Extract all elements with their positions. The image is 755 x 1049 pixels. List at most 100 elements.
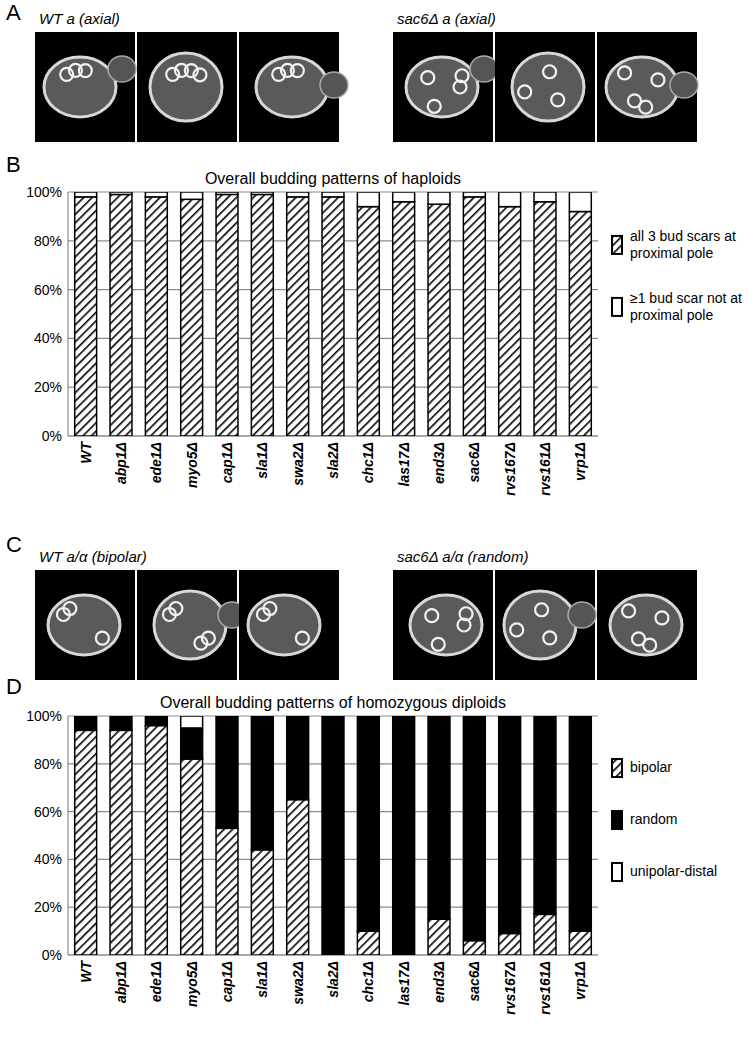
bud-scar [655,611,668,624]
bud [470,56,498,82]
legend-label: bipolar [630,759,672,775]
x-tick-label: abp1Δ [113,961,129,1003]
bar-segment [569,716,591,717]
bud-scar [518,85,531,98]
bar-segment [428,716,450,919]
bar-segment [216,716,238,717]
x-tick-label: las17Δ [396,442,412,486]
y-tick-label: 80% [34,756,62,772]
y-tick-label: 0% [42,947,62,963]
legend-label: all 3 bud scars atproximal pole [630,228,736,261]
micrograph [495,32,595,142]
micrograph [239,32,348,142]
bar-segment [216,192,238,194]
bar-segment [534,914,556,955]
bar-segment [569,192,591,212]
bud-scar [510,623,523,636]
bar-segment [428,716,450,717]
bar-segment [145,726,167,955]
bar-segment [145,716,167,717]
bar-segment [357,716,379,931]
bud-scar [456,69,469,82]
bud-scar [622,604,635,617]
legend-line: random [630,811,677,827]
bud-scar [63,602,76,615]
legend-line: all 3 bud scars at [630,228,736,244]
bar-segment [145,716,167,726]
bud-scar [643,639,656,652]
micrograph-bg [393,570,493,680]
bud-scar [96,632,109,645]
micrograph [239,570,339,680]
image-caption: WT a (axial) [39,10,120,27]
x-tick-label: myo5Δ [184,442,200,488]
bar-segment [322,192,344,197]
bar-segment [534,202,556,436]
x-tick-label: chc1Δ [360,961,376,1002]
x-tick-label: end3Δ [431,442,447,484]
x-tick-label: rvs161Δ [537,961,553,1015]
bud-scar [263,602,276,615]
legend-swatch [612,759,622,777]
bar-segment [287,716,309,800]
bar-segment [428,919,450,955]
micrograph-bg [35,32,135,142]
x-tick-label: end3Δ [431,961,447,1003]
x-tick-label: WT [78,441,94,464]
bar-segment [499,716,521,717]
chart-title: Overall budding patterns of haploids [205,170,461,187]
x-tick-label: myo5Δ [184,961,200,1007]
x-tick-label: cap1Δ [219,442,235,483]
bud-scar [425,609,438,622]
legend-line: proximal pole [630,245,713,261]
micrograph [597,32,698,142]
cell [406,57,478,117]
micrograph-bg [35,570,135,680]
chart-title: Overall budding patterns of homozygous d… [160,694,506,711]
bar-segment [145,197,167,436]
bar-segment [216,194,238,436]
x-tick-label: rvs167Δ [502,961,518,1015]
bar-segment [110,194,132,436]
bar-segment [287,800,309,955]
bar-segment [181,192,203,199]
bud-scar [79,64,92,77]
bar-segment [110,716,132,717]
micrograph-bg [393,32,493,142]
y-tick-label: 20% [34,379,62,395]
micrograph [35,32,136,142]
y-axis [67,716,68,955]
bar-segment [216,716,238,828]
bar-segment [287,716,309,717]
bar-segment [322,197,344,436]
bar-segment [463,941,485,955]
cell [154,591,226,659]
micrograph [137,32,237,142]
x-tick-label: rvs167Δ [502,442,518,496]
bud [568,602,596,628]
bar-segment [75,716,97,717]
bar-segment [251,194,273,436]
bar-segment [145,192,167,197]
x-tick-label: abp1Δ [113,442,129,484]
legend-swatch [612,298,622,316]
x-tick-label: sac6Δ [466,442,482,483]
legend-label: random [630,811,677,827]
bar-segment [499,207,521,436]
bar-segment [75,730,97,955]
cell [606,57,678,117]
bud-scar [432,638,445,651]
bud-scar [421,71,434,84]
y-tick-label: 40% [34,851,62,867]
y-tick-label: 100% [26,184,62,200]
micrograph-bg [495,570,595,680]
y-tick-label: 100% [26,708,62,724]
bar-segment [357,207,379,436]
bar-segment [534,716,556,717]
bar-segment [463,197,485,436]
bud-scar [460,607,473,620]
legend-swatch [612,236,622,254]
panel-label: B [6,152,21,177]
micrograph-bg [597,570,697,680]
x-tick-label: swa2Δ [290,442,306,486]
